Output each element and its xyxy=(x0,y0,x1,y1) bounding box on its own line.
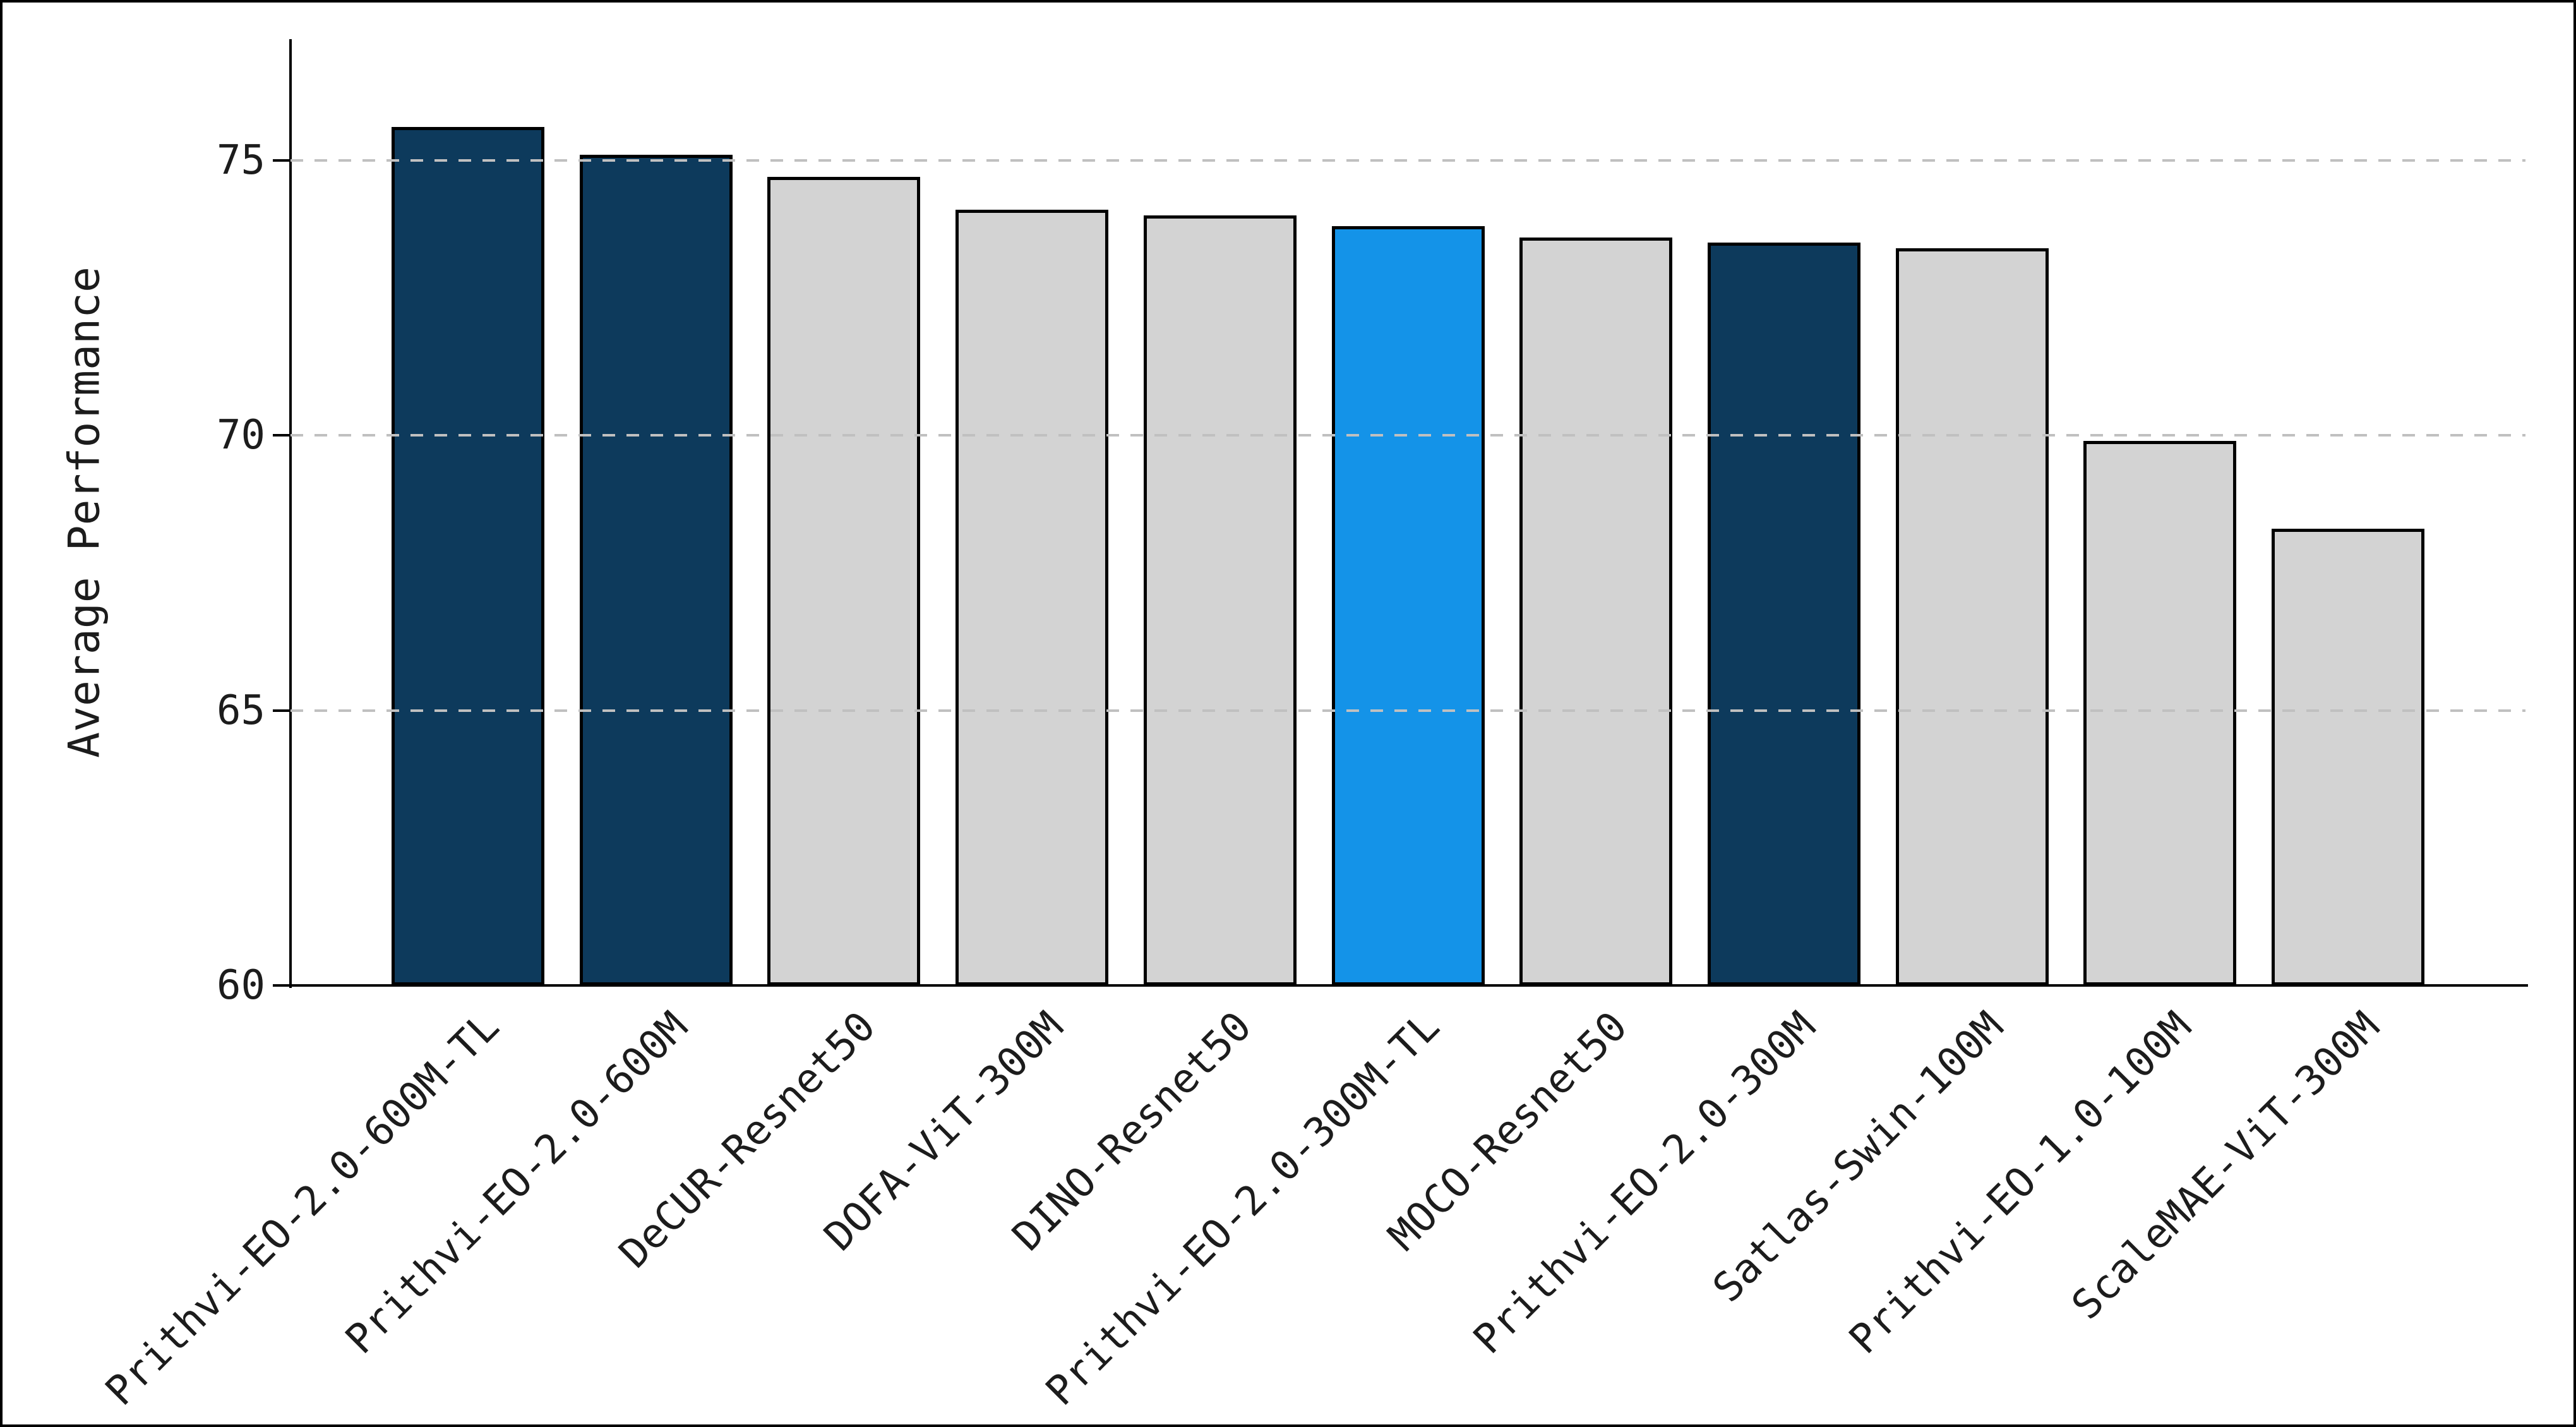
bar-moco-resnet50 xyxy=(1519,237,1673,985)
bar-prithvi-eo-2.0-600m xyxy=(579,154,733,985)
y-tick-mark xyxy=(273,434,289,437)
x-axis-spine xyxy=(288,984,2528,987)
y-axis-title: Average Performance xyxy=(59,267,110,758)
x-tick-label: ScaleMAE-ViT-300M xyxy=(2063,1003,2389,1329)
y-tick-label: 70 xyxy=(216,412,265,459)
x-tick-label: Prithvi-EO-2.0-600M-TL xyxy=(97,1003,509,1415)
x-tick-label: Prithvi-EO-1.0-100M xyxy=(1840,1003,2201,1363)
bar-scalemae-vit-300m xyxy=(2272,529,2424,985)
bar-satlas-swin-100m xyxy=(1895,248,2049,985)
x-tick-label: Prithvi-EO-2.0-300M-TL xyxy=(1037,1003,1449,1415)
x-tick-label: Prithvi-EO-2.0-600M xyxy=(337,1003,697,1363)
bar-prithvi-eo-2.0-300m-tl xyxy=(1331,226,1485,985)
x-tick-label: Prithvi-EO-2.0-300M xyxy=(1465,1003,1825,1363)
plot-area: 60 65 70 75 Prithvi-EO-2.0-600M-TL Prithvi-E… xyxy=(97,39,2528,1415)
bar-prithvi-eo-1.0-100m xyxy=(2083,440,2237,985)
y-tick-label: 60 xyxy=(216,962,265,1009)
y-tick-mark xyxy=(273,709,289,712)
gridline xyxy=(291,159,2525,162)
bar-decur-resnet50 xyxy=(767,176,921,985)
y-axis-spine xyxy=(289,39,292,988)
gridline xyxy=(291,709,2525,712)
bar-dofa-vit-300m xyxy=(956,209,1109,985)
y-tick-label: 65 xyxy=(216,687,265,734)
bar-prithvi-eo-2.0-300m xyxy=(1707,243,1860,985)
y-tick-mark xyxy=(273,984,289,987)
bar-dino-resnet50 xyxy=(1143,215,1297,985)
y-tick-mark xyxy=(273,159,289,162)
bar-prithvi-eo-2.0-600m-tl xyxy=(392,127,544,985)
y-tick-label: 75 xyxy=(216,136,265,184)
gridline xyxy=(291,434,2525,437)
